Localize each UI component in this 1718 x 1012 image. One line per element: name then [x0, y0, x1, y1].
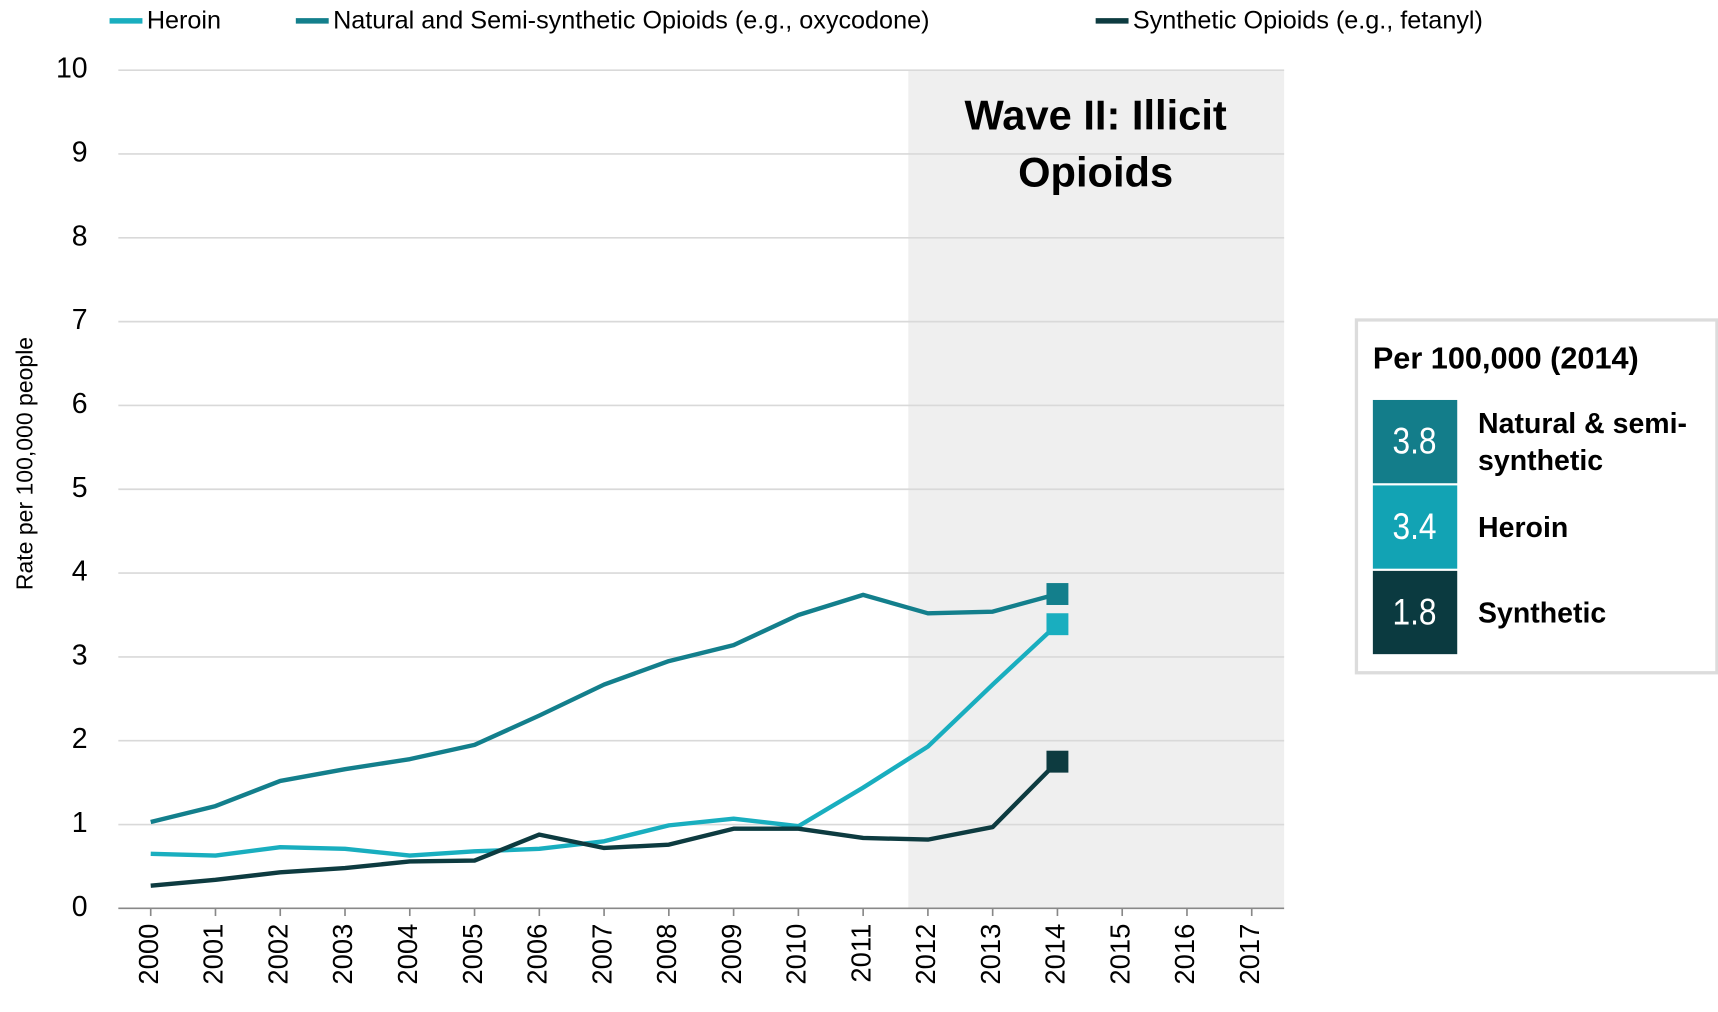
legend-label: Synthetic Opioids (e.g., fetanyl): [1133, 7, 1483, 35]
x-tick-label: 2015: [1104, 924, 1135, 985]
x-tick-label: 2007: [586, 924, 617, 985]
x-tick-label: 2003: [327, 924, 358, 985]
summary-label-box: Natural & semi-synthetic: [1478, 406, 1688, 477]
y-tick-label: 2: [72, 723, 88, 755]
series-line: [150, 591, 1059, 825]
summary-label-box: Heroin: [1478, 510, 1569, 544]
x-tick-label: 2005: [457, 924, 488, 985]
x-tick-label: 2002: [262, 924, 293, 985]
x-tick-label: 2010: [781, 924, 812, 985]
x-tick-label: 2011: [845, 924, 876, 983]
x-tick-label: 2006: [522, 924, 553, 985]
y-tick-label: 9: [72, 136, 88, 168]
annotation-box: Wave II: Illicit Opioids: [964, 93, 1227, 197]
summary-box: [1372, 485, 1458, 569]
y-tick-label: 7: [72, 304, 88, 336]
end-marker: [1046, 750, 1069, 773]
x-tick-label: 2000: [133, 924, 164, 985]
end-marker: [1046, 613, 1069, 636]
summary-box: [1372, 570, 1458, 655]
summary-label-box: Synthetic: [1478, 596, 1607, 629]
y-axis-title: Rate per 100,000 people: [11, 337, 37, 590]
annotation: Wave II: Illicit Opioids: [964, 93, 1227, 197]
y-tick-label: 4: [72, 556, 88, 588]
x-tick-label: 2004: [392, 924, 423, 985]
summary-box: [1372, 399, 1458, 484]
y-tick-label: 1: [72, 807, 88, 839]
x-tick-label: 2009: [716, 924, 747, 985]
summary-value: 3.4: [1392, 507, 1436, 548]
y-tick-label: 10: [56, 53, 88, 85]
x-tick-label: 2001: [198, 924, 229, 985]
summary-value: 1.8: [1392, 592, 1436, 633]
x-tick-label: 2014: [1040, 924, 1071, 985]
summary-label: Natural & semi-synthetic: [1478, 406, 1688, 477]
x-tick-label: 2012: [910, 924, 941, 985]
x-tick-label: 2016: [1169, 924, 1200, 985]
summary-title: Per 100,000 (2014): [1373, 342, 1639, 376]
series-line: [150, 622, 1059, 858]
x-tick-label: 2013: [975, 924, 1006, 985]
y-tick-label: 0: [72, 891, 88, 923]
legend-label: Natural and Semi-synthetic Opioids (e.g.…: [333, 7, 929, 35]
summary-label: Synthetic: [1478, 596, 1607, 629]
x-tick-label: 2017: [1234, 924, 1265, 985]
legend-label: Heroin: [147, 7, 221, 35]
series-line: [150, 760, 1059, 888]
y-tick-label: 8: [72, 220, 88, 252]
y-tick-label: 6: [72, 388, 88, 420]
y-tick-label: 5: [72, 472, 88, 504]
summary-label: Heroin: [1478, 510, 1569, 544]
x-tick-label: 2008: [651, 924, 682, 985]
summary-value: 3.8: [1392, 421, 1436, 462]
end-marker: [1046, 583, 1069, 605]
y-tick-label: 3: [72, 639, 88, 671]
